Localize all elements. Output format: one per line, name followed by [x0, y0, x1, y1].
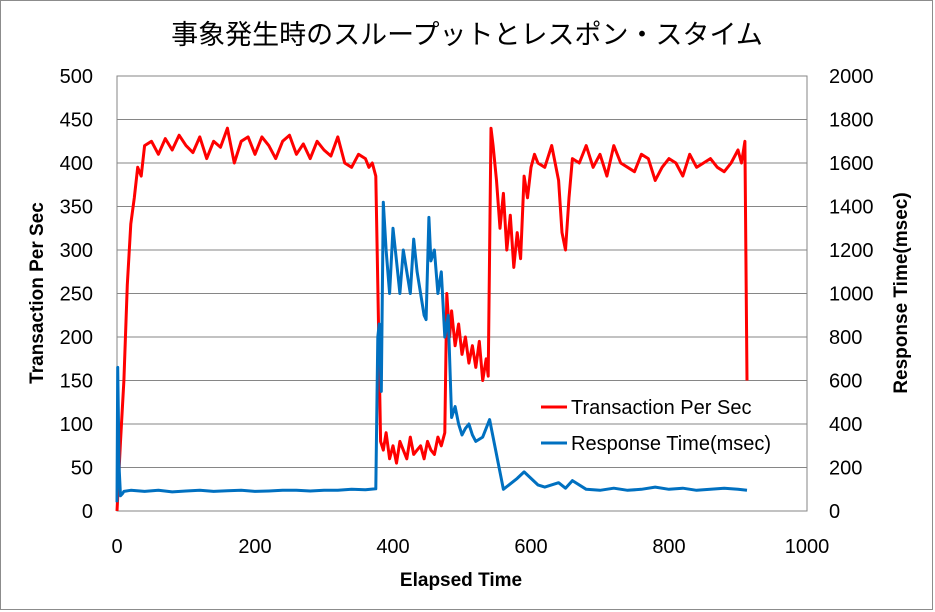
- left-y-tick-label: 0: [82, 501, 93, 523]
- left-y-tick-label: 350: [60, 197, 93, 219]
- x-tick-label: 800: [652, 536, 685, 558]
- left-y-tick-label: 300: [60, 240, 93, 262]
- legend-label-tps: Transaction Per Sec: [571, 397, 751, 419]
- left-y-tick-label: 450: [60, 110, 93, 132]
- series-group: [115, 126, 749, 512]
- right-y-axis-ticks: 0 200 400 600 800 1000 1200 1400 1600 1800 2000: [829, 66, 874, 523]
- right-y-tick-label: 1400: [829, 197, 874, 219]
- x-tick-label: 600: [514, 536, 547, 558]
- chart-title: 事象発生時のスループットとレスポン・スタイム: [171, 20, 763, 51]
- right-y-tick-label: 800: [829, 327, 862, 349]
- right-y-tick-label: 1600: [829, 153, 874, 175]
- x-tick-label: 1000: [785, 536, 830, 558]
- right-y-tick-label: 1200: [829, 240, 874, 262]
- right-y-tick-label: 200: [829, 458, 862, 480]
- right-y-tick-label: 2000: [829, 66, 874, 88]
- plot-border: [116, 75, 808, 512]
- right-y-tick-label: 1800: [829, 110, 874, 132]
- right-y-tick-label: 600: [829, 371, 862, 393]
- left-y-tick-label: 500: [60, 66, 93, 88]
- left-y-axis-ticks: 0 50 100 150 200 250 300 350 400 450 500: [60, 66, 93, 523]
- left-y-axis-title: Transaction Per Sec: [27, 202, 48, 384]
- x-axis-ticks: 0 200 400 600 800 1000: [111, 536, 829, 558]
- left-y-tick-label: 50: [71, 458, 93, 480]
- left-y-tick-label: 150: [60, 371, 93, 393]
- legend-label-response-time: Response Time(msec): [571, 433, 771, 455]
- right-y-tick-label: 400: [829, 414, 862, 436]
- x-tick-label: 200: [238, 536, 271, 558]
- x-axis-title: Elapsed Time: [400, 570, 522, 591]
- left-y-tick-label: 200: [60, 327, 93, 349]
- right-y-axis-title: Response Time(msec): [891, 192, 912, 393]
- legend: Transaction Per Sec Response Time(msec): [541, 397, 771, 455]
- left-y-tick-label: 100: [60, 414, 93, 436]
- series-line-transaction-per-sec: [115, 126, 749, 512]
- x-tick-label: 0: [111, 536, 122, 558]
- right-y-tick-label: 1000: [829, 284, 874, 306]
- right-y-tick-label: 0: [829, 501, 840, 523]
- left-y-tick-label: 400: [60, 153, 93, 175]
- series-line-response-time: [115, 200, 748, 503]
- left-y-tick-label: 250: [60, 284, 93, 306]
- x-tick-label: 400: [376, 536, 409, 558]
